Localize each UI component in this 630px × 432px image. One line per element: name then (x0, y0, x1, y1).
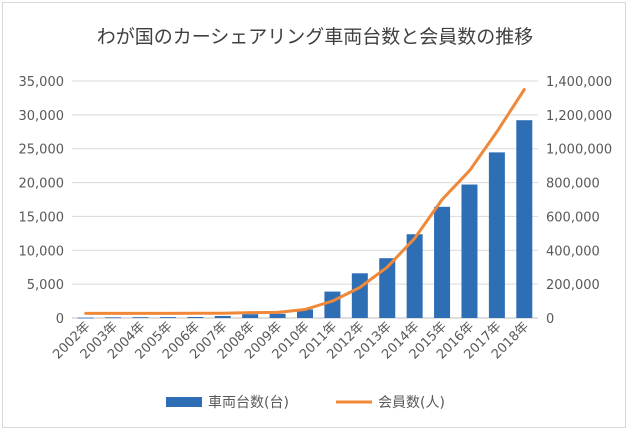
right-tick-label: 1,200,000 (546, 109, 612, 124)
right-tick-label: 0 (546, 312, 554, 327)
bar (159, 317, 176, 318)
legend: 車両台数(台) 会員数(人) (166, 394, 445, 411)
left-tick-label: 35,000 (19, 75, 65, 90)
bar (77, 317, 94, 319)
right-tick-label: 1,400,000 (546, 75, 612, 90)
right-tick-label: 400,000 (546, 244, 600, 259)
left-tick-label: 15,000 (19, 210, 65, 225)
legend-bar-swatch (166, 397, 202, 407)
bar (488, 152, 505, 318)
left-axis: 0 5,000 10,000 15,000 20,000 25,000 30,000 35,0… (19, 75, 65, 327)
bar (187, 316, 204, 318)
bar (132, 317, 149, 318)
right-tick-label: 800,000 (546, 177, 600, 192)
member-line (84, 88, 526, 315)
bar (214, 315, 231, 318)
x-axis: 2002年2003年2004年2005年2006年2007年2008年2009年… (50, 319, 532, 362)
left-tick-label: 5,000 (27, 278, 64, 293)
right-tick-label: 200,000 (546, 278, 600, 293)
bar-series (77, 120, 533, 319)
bar (434, 206, 451, 318)
left-tick-label: 0 (56, 312, 64, 327)
right-tick-label: 600,000 (546, 210, 600, 225)
left-tick-label: 10,000 (19, 244, 65, 259)
bar (105, 317, 122, 319)
legend-line-label: 会員数(人) (378, 395, 445, 411)
right-tick-label: 1,000,000 (546, 143, 612, 158)
bar (297, 309, 313, 318)
chart-title: わが国のカーシェアリング車両台数と会員数の推移 (96, 26, 534, 48)
bar (461, 184, 478, 318)
left-tick-label: 30,000 (19, 109, 65, 124)
bar (406, 234, 423, 318)
line-series (84, 88, 526, 315)
bar (324, 291, 341, 318)
bar (379, 258, 396, 318)
left-tick-label: 25,000 (19, 143, 65, 158)
left-tick-label: 20,000 (19, 177, 65, 192)
bar (269, 313, 286, 318)
bar (516, 120, 533, 318)
right-axis: 0 200,000 400,000 600,000 800,000 1,000,000 1,… (546, 75, 612, 327)
gridlines (72, 80, 538, 319)
bar (351, 273, 368, 318)
bar (242, 314, 259, 318)
legend-bar-label: 車両台数(台) (208, 394, 289, 411)
